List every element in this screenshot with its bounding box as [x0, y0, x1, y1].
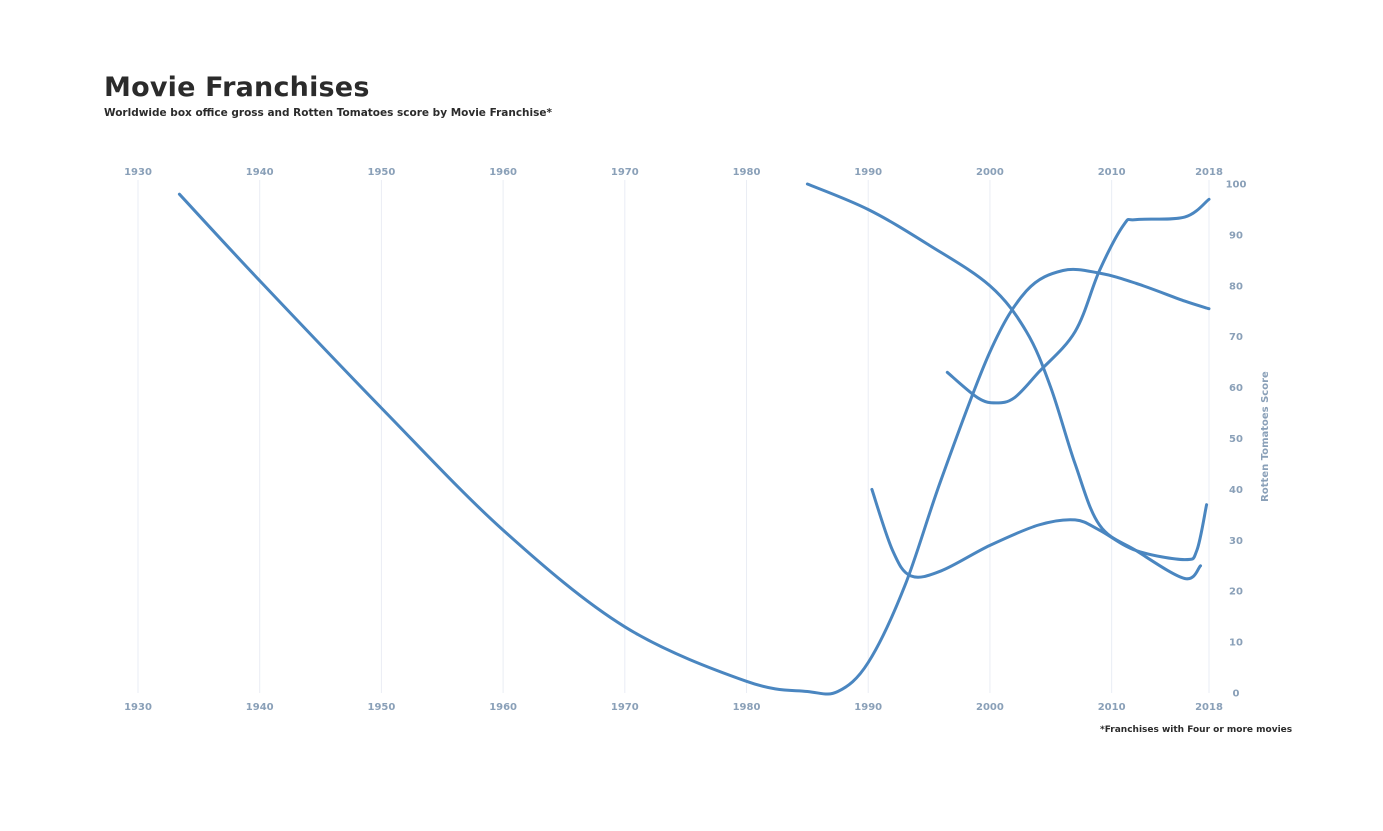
x-tick-label-top: 1930 [124, 167, 152, 178]
x-tick-label-top: 1990 [854, 167, 882, 178]
series-line-3 [945, 197, 1211, 405]
x-tick-label-bottom: 2018 [1195, 702, 1223, 713]
grid-layer [137, 180, 1210, 693]
x-tick-label-bottom: 1950 [367, 702, 395, 713]
y-tick-label: 80 [1229, 281, 1243, 292]
x-tick-label-bottom: 2010 [1098, 702, 1126, 713]
x-tick-label-top: 1950 [367, 167, 395, 178]
x-tick-label-bottom: 2000 [976, 702, 1004, 713]
x-tick-label-bottom: 1990 [854, 702, 882, 713]
chart-title: Movie Franchises [104, 72, 370, 103]
y-tick-label: 0 [1233, 689, 1240, 700]
x-tick-label-top: 1960 [489, 167, 517, 178]
y-tick-label: 20 [1229, 587, 1243, 598]
x-tick-label-top: 1940 [246, 167, 274, 178]
series-layer [177, 182, 1211, 696]
y-tick-label: 30 [1229, 536, 1243, 547]
x-tick-label-bottom: 1980 [733, 702, 761, 713]
x-tick-label-bottom: 1970 [611, 702, 639, 713]
y-axis-label: Rotten Tomatoes Score [1260, 371, 1271, 502]
y-tick-label: 40 [1229, 485, 1243, 496]
y-tick-label: 90 [1229, 230, 1243, 241]
x-tick-label-top: 2018 [1195, 167, 1223, 178]
y-tick-label: 100 [1226, 180, 1247, 191]
x-tick-label-top: 1980 [733, 167, 761, 178]
y-tick-label: 70 [1229, 332, 1243, 343]
series-line-2 [805, 182, 1202, 581]
x-tick-label-top: 2000 [976, 167, 1004, 178]
x-tick-label-bottom: 1940 [246, 702, 274, 713]
x-tick-label-top: 1970 [611, 167, 639, 178]
x-tick-label-bottom: 1930 [124, 702, 152, 713]
y-tick-label: 10 [1229, 638, 1243, 649]
chart-subtitle: Worldwide box office gross and Rotten To… [104, 107, 552, 119]
series-line-4 [870, 487, 1209, 579]
chart-footnote: *Franchises with Four or more movies [1100, 725, 1293, 735]
tick-layer: 1930 1930 1940 1940 1950 1950 1960 1960 1970 1970… [124, 167, 1246, 713]
x-tick-label-top: 2010 [1098, 167, 1126, 178]
y-tick-label: 60 [1229, 383, 1243, 394]
y-tick-label: 50 [1229, 434, 1243, 445]
x-tick-label-bottom: 1960 [489, 702, 517, 713]
series-line-1 [177, 192, 1211, 696]
